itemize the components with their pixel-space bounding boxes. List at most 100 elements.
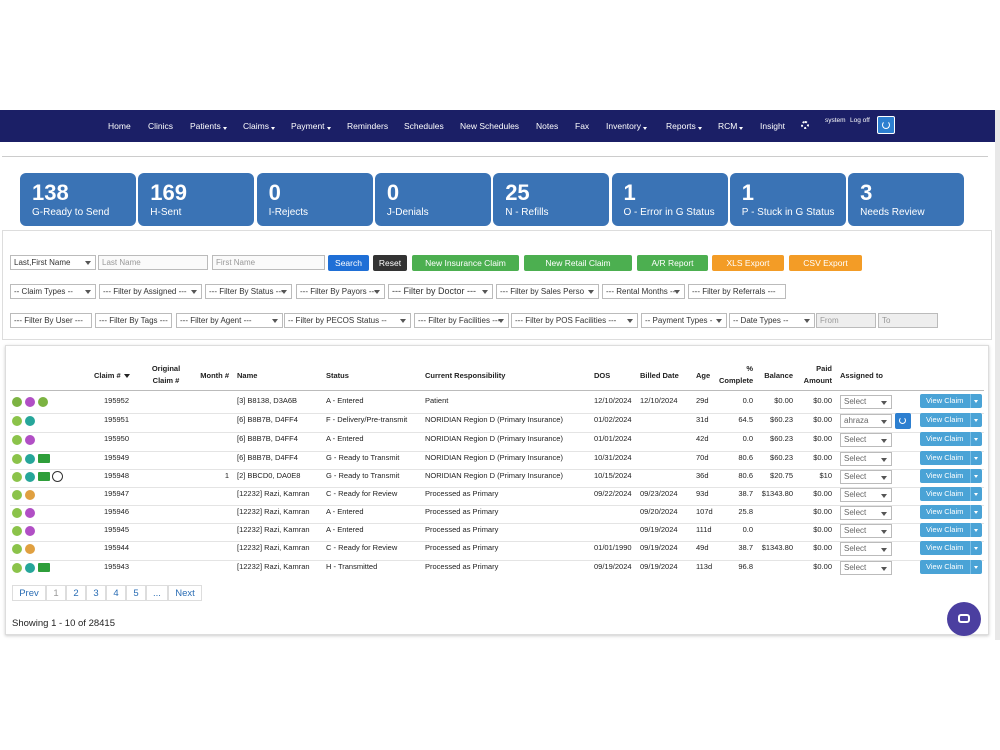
status-icon[interactable] — [12, 397, 22, 407]
first-name-input[interactable]: First Name — [212, 255, 325, 270]
view-claim-button[interactable]: View Claim — [920, 505, 982, 519]
status-icon[interactable] — [25, 397, 35, 407]
status-icon[interactable] — [38, 397, 48, 407]
status-icon[interactable] — [12, 544, 22, 554]
status-icon[interactable] — [12, 472, 22, 482]
assign-select[interactable]: Select — [840, 506, 892, 520]
recycle-icon[interactable] — [52, 471, 63, 482]
stat-card[interactable]: 1 O - Error in G Status — [611, 173, 728, 226]
power-button[interactable] — [877, 116, 895, 134]
column-header[interactable]: Billed Date — [640, 371, 679, 380]
nav-link[interactable]: Home — [108, 121, 131, 131]
nav-link[interactable]: RCM — [718, 121, 744, 131]
action-button[interactable]: New Insurance Claim — [412, 255, 519, 271]
assign-select[interactable]: ahraza — [840, 414, 892, 428]
nav-link[interactable]: Reminders — [347, 121, 389, 131]
page-link[interactable]: 1 — [46, 585, 66, 601]
nav-link[interactable]: New Schedules — [460, 121, 520, 131]
status-icon[interactable] — [25, 544, 35, 554]
view-claim-button[interactable]: View Claim — [920, 469, 982, 483]
status-icon[interactable] — [25, 490, 35, 500]
filter-select[interactable]: --- Rental Months --- — [602, 284, 685, 299]
view-claim-button[interactable]: View Claim — [920, 560, 982, 574]
filter-select[interactable]: --- Filter By Tags --- — [95, 313, 172, 328]
nav-link[interactable]: Notes — [536, 121, 559, 131]
page-link[interactable]: Prev — [12, 585, 46, 601]
nav-link[interactable]: Insight — [760, 121, 786, 131]
truck-icon[interactable] — [38, 563, 50, 572]
action-button[interactable]: XLS Export — [712, 255, 784, 271]
name-mode-select[interactable]: Last,First Name — [10, 255, 96, 270]
status-icon[interactable] — [12, 526, 22, 536]
status-icon[interactable] — [25, 508, 35, 518]
gear-icon[interactable] — [801, 121, 809, 129]
date-to-input[interactable]: To — [878, 313, 938, 328]
logoff-link[interactable]: Log off — [850, 117, 870, 124]
filter-select[interactable]: -- Claim Types -- — [10, 284, 96, 299]
filter-select[interactable]: --- Filter by POS Facilities --- — [511, 313, 638, 328]
status-icon[interactable] — [12, 563, 22, 573]
view-claim-button[interactable]: View Claim — [920, 432, 982, 446]
truck-icon[interactable] — [38, 472, 50, 481]
nav-link[interactable]: Inventory — [606, 121, 648, 131]
status-icon[interactable] — [12, 490, 22, 500]
last-name-input[interactable]: Last Name — [98, 255, 208, 270]
filter-select[interactable]: -- Filter by PECOS Status -- — [284, 313, 411, 328]
page-link[interactable]: 5 — [126, 585, 146, 601]
assign-select[interactable]: Select — [840, 433, 892, 447]
column-header[interactable]: Name — [237, 371, 258, 380]
chat-button[interactable] — [947, 602, 981, 636]
filter-select[interactable]: --- Filter By Payors --- — [296, 284, 385, 299]
action-button[interactable]: A/R Report — [637, 255, 708, 271]
status-icon[interactable] — [25, 526, 35, 536]
nav-link[interactable]: Payment — [291, 121, 332, 131]
page-link[interactable]: Next — [168, 585, 202, 601]
column-header[interactable]: % Complete — [719, 364, 754, 385]
filter-select[interactable]: -- Date Types -- — [729, 313, 815, 328]
filter-select[interactable]: --- Filter By Status --- — [205, 284, 292, 299]
filter-select[interactable]: --- Filter by Sales Perso — [496, 284, 599, 299]
column-header[interactable]: Original Claim # — [151, 364, 181, 385]
action-button[interactable]: New Retail Claim — [524, 255, 632, 271]
nav-link[interactable]: Schedules — [404, 121, 444, 131]
status-icon[interactable] — [12, 435, 22, 445]
column-header[interactable]: Paid Amount — [803, 364, 832, 385]
filter-select[interactable]: --- Filter by Assigned --- — [99, 284, 202, 299]
view-claim-button[interactable]: View Claim — [920, 413, 982, 427]
filter-select[interactable]: --- Filter by Doctor --- — [388, 284, 493, 299]
assign-select[interactable]: Select — [840, 524, 892, 538]
stat-card[interactable]: 25 N - Refills — [493, 173, 610, 226]
status-icon[interactable] — [25, 435, 35, 445]
filter-select[interactable]: --- Filter by Agent --- — [176, 313, 283, 328]
status-icon[interactable] — [25, 454, 35, 464]
stat-card[interactable]: 169 H-Sent — [138, 173, 255, 226]
column-header[interactable]: DOS — [594, 371, 611, 380]
stat-card[interactable]: 138 G-Ready to Send — [20, 173, 136, 226]
assign-select[interactable]: Select — [840, 395, 892, 409]
assign-select[interactable]: Select — [840, 488, 892, 502]
filter-select[interactable]: -- Payment Types - — [641, 313, 727, 328]
column-header[interactable]: Assigned to — [840, 371, 883, 380]
status-icon[interactable] — [25, 472, 35, 482]
truck-icon[interactable] — [38, 454, 50, 463]
stat-card[interactable]: 3 Needs Review — [848, 173, 965, 226]
view-claim-button[interactable]: View Claim — [920, 523, 982, 537]
assign-select[interactable]: Select — [840, 561, 892, 575]
action-button[interactable]: Reset — [373, 255, 407, 271]
column-header[interactable]: Month # — [200, 371, 229, 380]
stat-card[interactable]: 1 P - Stuck in G Status — [729, 173, 846, 226]
filter-select[interactable]: --- Filter by Facilities --- — [414, 313, 509, 328]
nav-link[interactable]: Clinics — [148, 121, 174, 131]
status-icon[interactable] — [12, 508, 22, 518]
status-icon[interactable] — [25, 416, 35, 426]
filter-select[interactable]: --- Filter By User --- — [10, 313, 92, 328]
action-button[interactable]: Search — [328, 255, 369, 271]
action-button[interactable]: CSV Export — [789, 255, 862, 271]
page-link[interactable]: 2 — [66, 585, 86, 601]
status-icon[interactable] — [25, 563, 35, 573]
stat-card[interactable]: 0 J-Denials — [374, 173, 491, 226]
page-link[interactable]: ... — [146, 585, 168, 601]
column-header[interactable]: Age — [696, 371, 711, 380]
view-claim-button[interactable]: View Claim — [920, 394, 982, 408]
nav-link[interactable]: Claims — [243, 121, 276, 131]
